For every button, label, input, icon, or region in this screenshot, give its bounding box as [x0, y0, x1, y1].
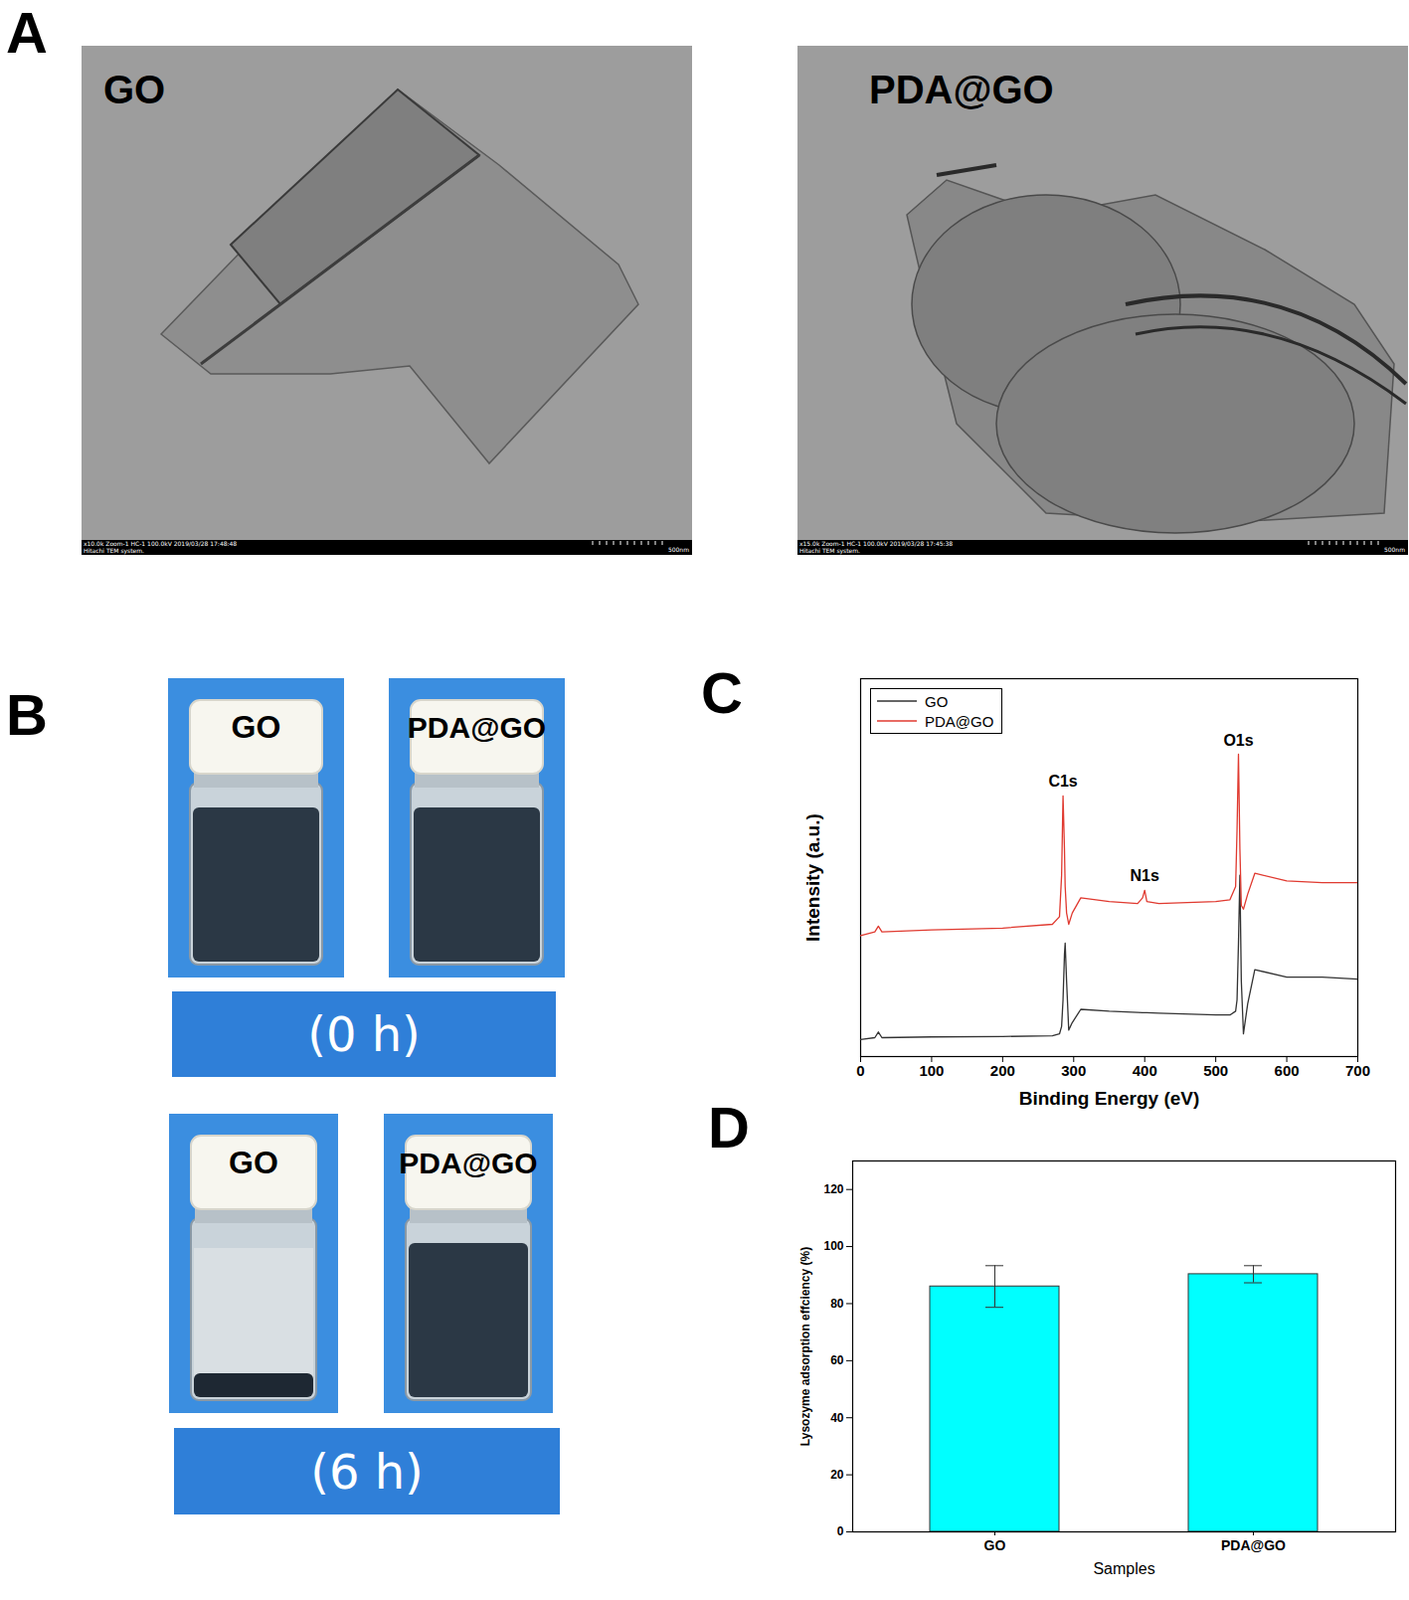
svg-text:Hitachi TEM system.: Hitachi TEM system. [83, 546, 145, 555]
svg-text:GO: GO [231, 708, 282, 745]
svg-text:80: 80 [830, 1296, 845, 1311]
svg-text:O1s: O1s [1223, 731, 1253, 749]
svg-text:GO: GO [228, 1144, 279, 1181]
svg-text:100: 100 [823, 1238, 844, 1253]
svg-text:500nm: 500nm [668, 545, 690, 553]
svg-text:PDA@GO: PDA@GO [1221, 1537, 1286, 1554]
svg-text:200: 200 [990, 1061, 1016, 1079]
html-text:(0 h): (0 h) [307, 1006, 421, 1062]
svg-text:C1s: C1s [1048, 772, 1077, 790]
html-text:(6 h): (6 h) [310, 1443, 424, 1499]
svg-text:Binding Energy (eV): Binding Energy (eV) [1019, 1087, 1201, 1109]
svg-text:120: 120 [823, 1182, 844, 1197]
svg-text:0: 0 [837, 1524, 845, 1539]
html-text:D: D [707, 1094, 750, 1160]
svg-text:GO: GO [103, 67, 166, 112]
svg-text:PDA@GO: PDA@GO [869, 67, 1055, 112]
svg-text:Lysozyme adsorption effciency: Lysozyme adsorption effciency (%) [798, 1246, 813, 1446]
svg-text:700: 700 [1345, 1061, 1371, 1079]
svg-text:20: 20 [830, 1467, 845, 1482]
html-text:A: A [5, 0, 48, 65]
svg-text:x15.0k Zoom-1 HC-1 100.0kV 201: x15.0k Zoom-1 HC-1 100.0kV 2019/03/28 17… [799, 539, 953, 547]
svg-text:40: 40 [830, 1410, 845, 1425]
html-text:PDA@GO: PDA@GO [924, 712, 994, 730]
svg-text:600: 600 [1274, 1061, 1300, 1079]
svg-text:PDA@GO: PDA@GO [398, 1146, 537, 1180]
svg-text:400: 400 [1132, 1061, 1158, 1079]
svg-text:N1s: N1s [1130, 867, 1160, 884]
svg-text:PDA@GO: PDA@GO [407, 710, 546, 744]
svg-text:100: 100 [918, 1061, 944, 1079]
svg-text:500nm: 500nm [1384, 545, 1406, 553]
svg-text:GO: GO [984, 1537, 1007, 1554]
html-text:C: C [701, 660, 743, 725]
html-text:B: B [5, 682, 48, 747]
svg-text:Samples: Samples [1092, 1560, 1155, 1578]
svg-text:500: 500 [1203, 1061, 1229, 1079]
html-text:GO: GO [924, 692, 948, 710]
svg-text:Hitachi TEM system.: Hitachi TEM system. [799, 546, 861, 555]
html-text:Intensity (a.u.): Intensity (a.u.) [802, 813, 824, 942]
svg-text:60: 60 [830, 1353, 845, 1368]
svg-text:0: 0 [856, 1061, 865, 1079]
svg-text:x10.0k Zoom-1 HC-1 100.0kV 201: x10.0k Zoom-1 HC-1 100.0kV 2019/03/28 17… [83, 539, 237, 547]
svg-text:300: 300 [1060, 1061, 1086, 1079]
